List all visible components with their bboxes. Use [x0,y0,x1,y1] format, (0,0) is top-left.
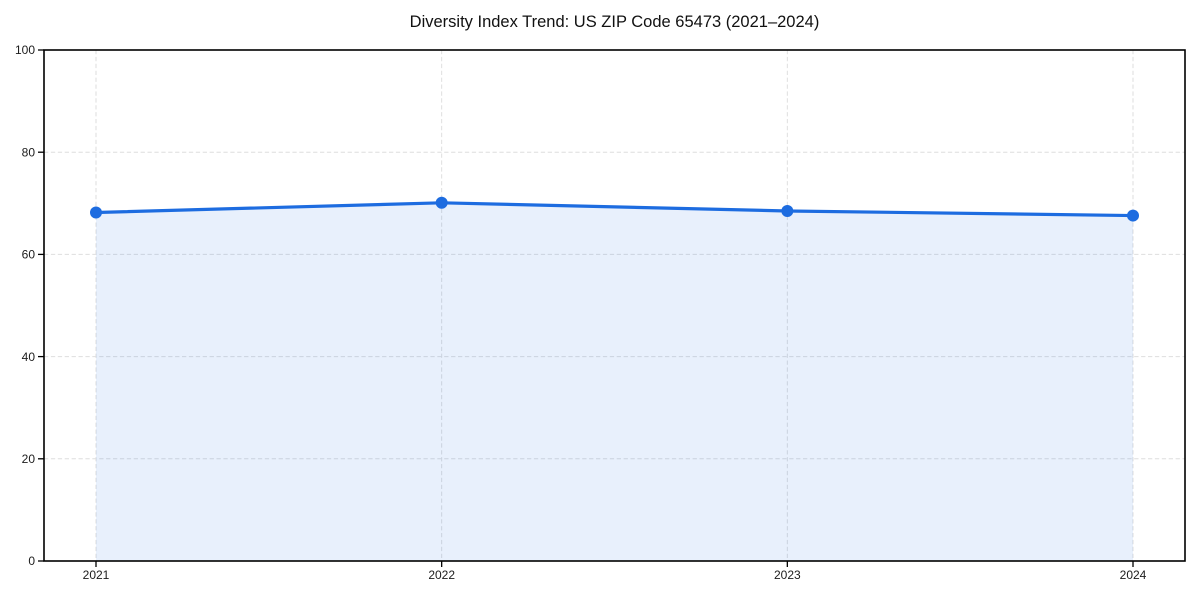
area-fill [96,202,1133,561]
data-point-2021 [90,206,102,219]
axis-ticks-layer [38,49,1134,567]
x-axis-tick-label: 2022 [428,568,455,582]
x-axis-tick-label: 2024 [1120,568,1147,582]
chart-title: Diversity Index Trend: US ZIP Code 65473… [410,13,820,31]
x-axis-tick-label: 2023 [774,568,801,582]
x-axis-tick-label: 2021 [83,568,110,582]
data-point-2023 [781,204,794,217]
axes-spines-layer [43,49,1186,562]
y-axis-tick-label: 100 [15,43,35,57]
axis-tick-labels-layer: 0 20 40 60 80 100 2021 2022 2023 2024 [15,43,1147,582]
data-point-layer [90,196,1139,222]
y-axis-tick-label: 80 [22,145,36,159]
plot-border [43,49,1186,562]
data-point-2022 [435,196,448,209]
y-axis-tick-label: 0 [28,554,35,568]
data-point-2024 [1127,209,1139,222]
area-fill-layer [96,202,1133,561]
y-axis-tick-label: 20 [22,452,36,466]
y-axis-tick-label: 40 [22,350,36,364]
trend-line-layer [94,201,1135,218]
y-axis-tick-label: 60 [22,248,36,262]
trend-line [94,201,1135,218]
